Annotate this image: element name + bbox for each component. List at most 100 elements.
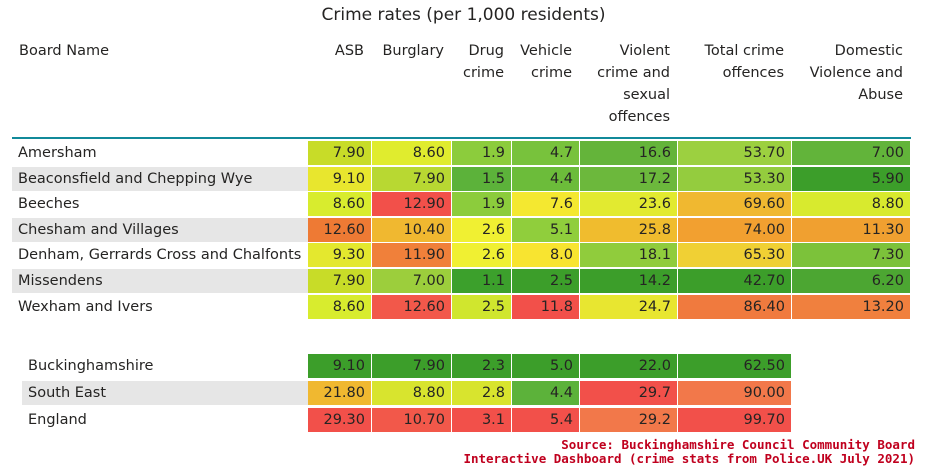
- board-cell-violent-crime: 24.7: [580, 294, 677, 319]
- source-note-line-2: Interactive Dashboard (crime stats from …: [463, 451, 915, 466]
- board-cell-vehicle-crime: 2.5: [512, 269, 579, 293]
- board-cell-violent-crime: 17.2: [580, 166, 677, 191]
- board-cell-burglary: 7.00: [372, 269, 451, 293]
- header-drug-crime[interactable]: Drug crime: [463, 40, 504, 84]
- comparison-row: England 29.30 10.70 3.1 5.4 29.2 99.70: [0, 408, 792, 432]
- board-cell-violent-crime: 23.6: [580, 192, 677, 217]
- comparison-cell-vehicle-crime: 5.4: [512, 408, 579, 432]
- comparison-cell-violent-crime: 22.0: [580, 354, 677, 378]
- header-line: Domestic: [834, 43, 903, 59]
- header-board-name[interactable]: Board Name: [19, 40, 109, 62]
- board-row: Chesham and Villages 12.60 10.40 2.6 5.1 25.8…: [0, 217, 911, 242]
- comparison-row: South East 21.80 8.80 2.8 4.4 29.7 90.00: [0, 381, 792, 405]
- board-cell-burglary: 10.40: [372, 217, 451, 242]
- comparison-cell-asb: 9.10: [308, 354, 371, 378]
- header-line: Total crime: [704, 43, 784, 59]
- board-name: Chesham and Villages: [12, 217, 308, 242]
- board-row: Wexham and Ivers 8.60 12.60 2.5 11.8 24.7 86.4…: [0, 294, 911, 319]
- board-cell-vehicle-crime: 4.7: [512, 141, 579, 165]
- header-divider: [12, 137, 911, 139]
- header-vehicle-crime[interactable]: Vehicle crime: [520, 40, 572, 84]
- board-cell-burglary: 8.60: [372, 141, 451, 165]
- header-line: offences: [608, 109, 670, 125]
- comparison-name: Buckinghamshire: [28, 358, 154, 374]
- board-row: Beeches 8.60 12.90 1.9 7.6 23.6 69.60 8.80: [0, 192, 911, 217]
- board-cell-domestic-violence: 7.00: [792, 141, 910, 165]
- board-cell-drug-crime: 1.9: [452, 141, 511, 165]
- board-name: Amersham: [18, 145, 97, 161]
- board-cell-burglary: 11.90: [372, 243, 451, 268]
- board-name: Beeches: [18, 196, 80, 213]
- chart-title: Crime rates (per 1,000 residents): [321, 5, 606, 25]
- comparison-cell-drug-crime: 2.8: [452, 381, 511, 405]
- board-cell-asb: 7.90: [308, 269, 371, 293]
- header-line: Violent: [619, 43, 670, 59]
- comparison-cell-vehicle-crime: 4.4: [512, 381, 579, 405]
- board-cell-burglary: 12.60: [372, 294, 451, 319]
- board-name: Beaconsfield and Chepping Wye: [12, 166, 308, 191]
- header-total-crime[interactable]: Total crime offences: [705, 40, 784, 84]
- source-note-line-1: Source: Buckinghamshire Council Communit…: [561, 437, 915, 452]
- board-row: Missendens 7.90 7.00 1.1 2.5 14.2 42.70 6.20: [0, 269, 911, 293]
- comparison-cell-total-crime: 99.70: [678, 408, 791, 432]
- board-cell-burglary: 12.90: [372, 192, 451, 217]
- board-cell-drug-crime: 1.9: [452, 192, 511, 217]
- board-cell-vehicle-crime: 8.0: [512, 243, 579, 268]
- board-cell-total-crime: 65.30: [678, 243, 791, 268]
- header-line: offences: [722, 65, 784, 81]
- board-cell-asb: 12.60: [308, 217, 371, 242]
- board-cell-violent-crime: 14.2: [580, 269, 677, 293]
- board-cell-domestic-violence: 11.30: [792, 217, 910, 242]
- comparison-cell-total-crime: 90.00: [678, 381, 791, 405]
- board-cell-total-crime: 69.60: [678, 192, 791, 217]
- board-cell-asb: 9.30: [308, 243, 371, 268]
- header-domestic-violence[interactable]: Domestic Violence and Abuse: [810, 40, 903, 106]
- board-cell-total-crime: 86.40: [678, 294, 791, 319]
- header-line: Abuse: [858, 87, 903, 103]
- board-cell-domestic-violence: 8.80: [792, 192, 910, 217]
- board-cell-drug-crime: 2.6: [452, 243, 511, 268]
- source-note: Source: Buckinghamshire Council Communit…: [463, 438, 915, 466]
- comparison-name: England: [28, 412, 87, 428]
- header-violent-crime[interactable]: Violent crime and sexual offences: [597, 40, 670, 128]
- board-cell-domestic-violence: 5.90: [792, 166, 910, 191]
- comparison-cell-violent-crime: 29.2: [580, 408, 677, 432]
- comparison-cell-drug-crime: 3.1: [452, 408, 511, 432]
- board-cell-total-crime: 42.70: [678, 269, 791, 293]
- board-name: Wexham and Ivers: [18, 298, 153, 315]
- board-row: Beaconsfield and Chepping Wye 9.10 7.90 1.5…: [0, 166, 911, 191]
- board-name: Missendens: [12, 269, 308, 293]
- board-cell-domestic-violence: 6.20: [792, 269, 910, 293]
- header-asb[interactable]: ASB: [335, 40, 364, 62]
- board-cell-domestic-violence: 13.20: [792, 294, 910, 319]
- comparison-cell-asb: 29.30: [308, 408, 371, 432]
- comparison-cell-burglary: 7.90: [372, 354, 451, 378]
- board-cell-vehicle-crime: 4.4: [512, 166, 579, 191]
- comparison-name: South East: [22, 381, 308, 405]
- comparison-cell-violent-crime: 29.7: [580, 381, 677, 405]
- header-burglary[interactable]: Burglary: [382, 40, 444, 62]
- header-line: Drug: [468, 43, 504, 59]
- header-line: ASB: [334, 43, 364, 59]
- comparison-cell-burglary: 8.80: [372, 381, 451, 405]
- board-row: Denham, Gerrards Cross and Chalfonts 9.30…: [0, 243, 911, 268]
- board-cell-drug-crime: 2.5: [452, 294, 511, 319]
- board-cell-violent-crime: 25.8: [580, 217, 677, 242]
- board-cell-asb: 9.10: [308, 166, 371, 191]
- board-cell-asb: 8.60: [308, 192, 371, 217]
- comparison-cell-vehicle-crime: 5.0: [512, 354, 579, 378]
- header-line: Vehicle: [520, 43, 572, 59]
- comparison-cell-burglary: 10.70: [372, 408, 451, 432]
- comparison-cell-drug-crime: 2.3: [452, 354, 511, 378]
- header-line: Board Name: [19, 43, 110, 59]
- header-line: crime: [462, 65, 504, 81]
- board-cell-drug-crime: 2.6: [452, 217, 511, 242]
- board-cell-asb: 7.90: [308, 141, 371, 165]
- board-cell-vehicle-crime: 5.1: [512, 217, 579, 242]
- board-cell-violent-crime: 18.1: [580, 243, 677, 268]
- board-cell-total-crime: 53.30: [678, 166, 791, 191]
- board-cell-domestic-violence: 7.30: [792, 243, 910, 268]
- board-cell-burglary: 7.90: [372, 166, 451, 191]
- header-line: crime: [530, 65, 572, 81]
- board-cell-total-crime: 74.00: [678, 217, 791, 242]
